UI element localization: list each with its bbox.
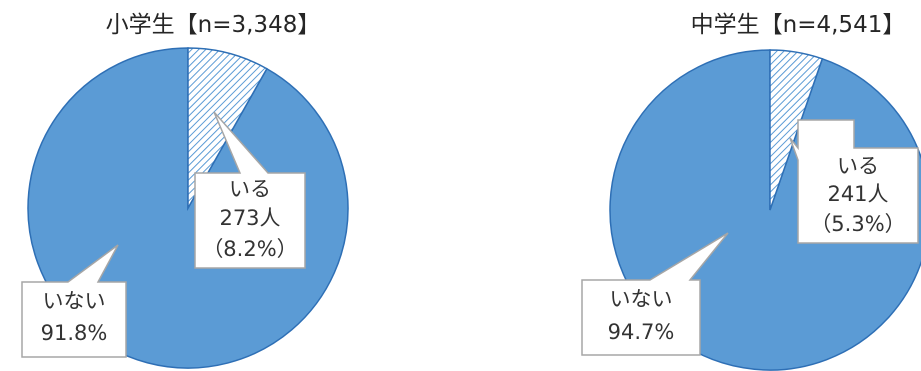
slice-junior-high-iru: [769, 49, 824, 211]
callout-junior-high-inai: [581, 232, 729, 356]
pie-chart-junior-high: 中学生【n=4,541】 いる 241人 （5.3%） いない 94.7%: [581, 12, 921, 371]
callout-junior-high-iru: [789, 119, 919, 244]
pie-chart-elementary: 小学生【n=3,348】 いる 273人 （8.2%） いない 91.8%: [21, 12, 349, 369]
pct-junior-high-iru: （5.3%）: [810, 212, 905, 236]
pct-elementary-iru: （8.2%）: [202, 237, 297, 261]
count-junior-high-iru: 241人: [827, 182, 888, 206]
pct-elementary-inai: 91.8%: [41, 321, 108, 345]
label-elementary-iru: いる: [229, 177, 271, 201]
callout-elementary-iru: [194, 111, 306, 269]
label-junior-high-iru: いる: [837, 154, 879, 178]
label-junior-high-inai: いない: [610, 287, 673, 311]
callout-elementary-inai: [21, 244, 127, 358]
chart-title-elementary: 小学生【n=3,348】: [106, 12, 321, 38]
label-elementary-inai: いない: [43, 289, 106, 313]
chart-title-junior-high: 中学生【n=4,541】: [691, 12, 906, 38]
pct-junior-high-inai: 94.7%: [608, 320, 675, 344]
count-elementary-iru: 273人: [219, 206, 280, 230]
